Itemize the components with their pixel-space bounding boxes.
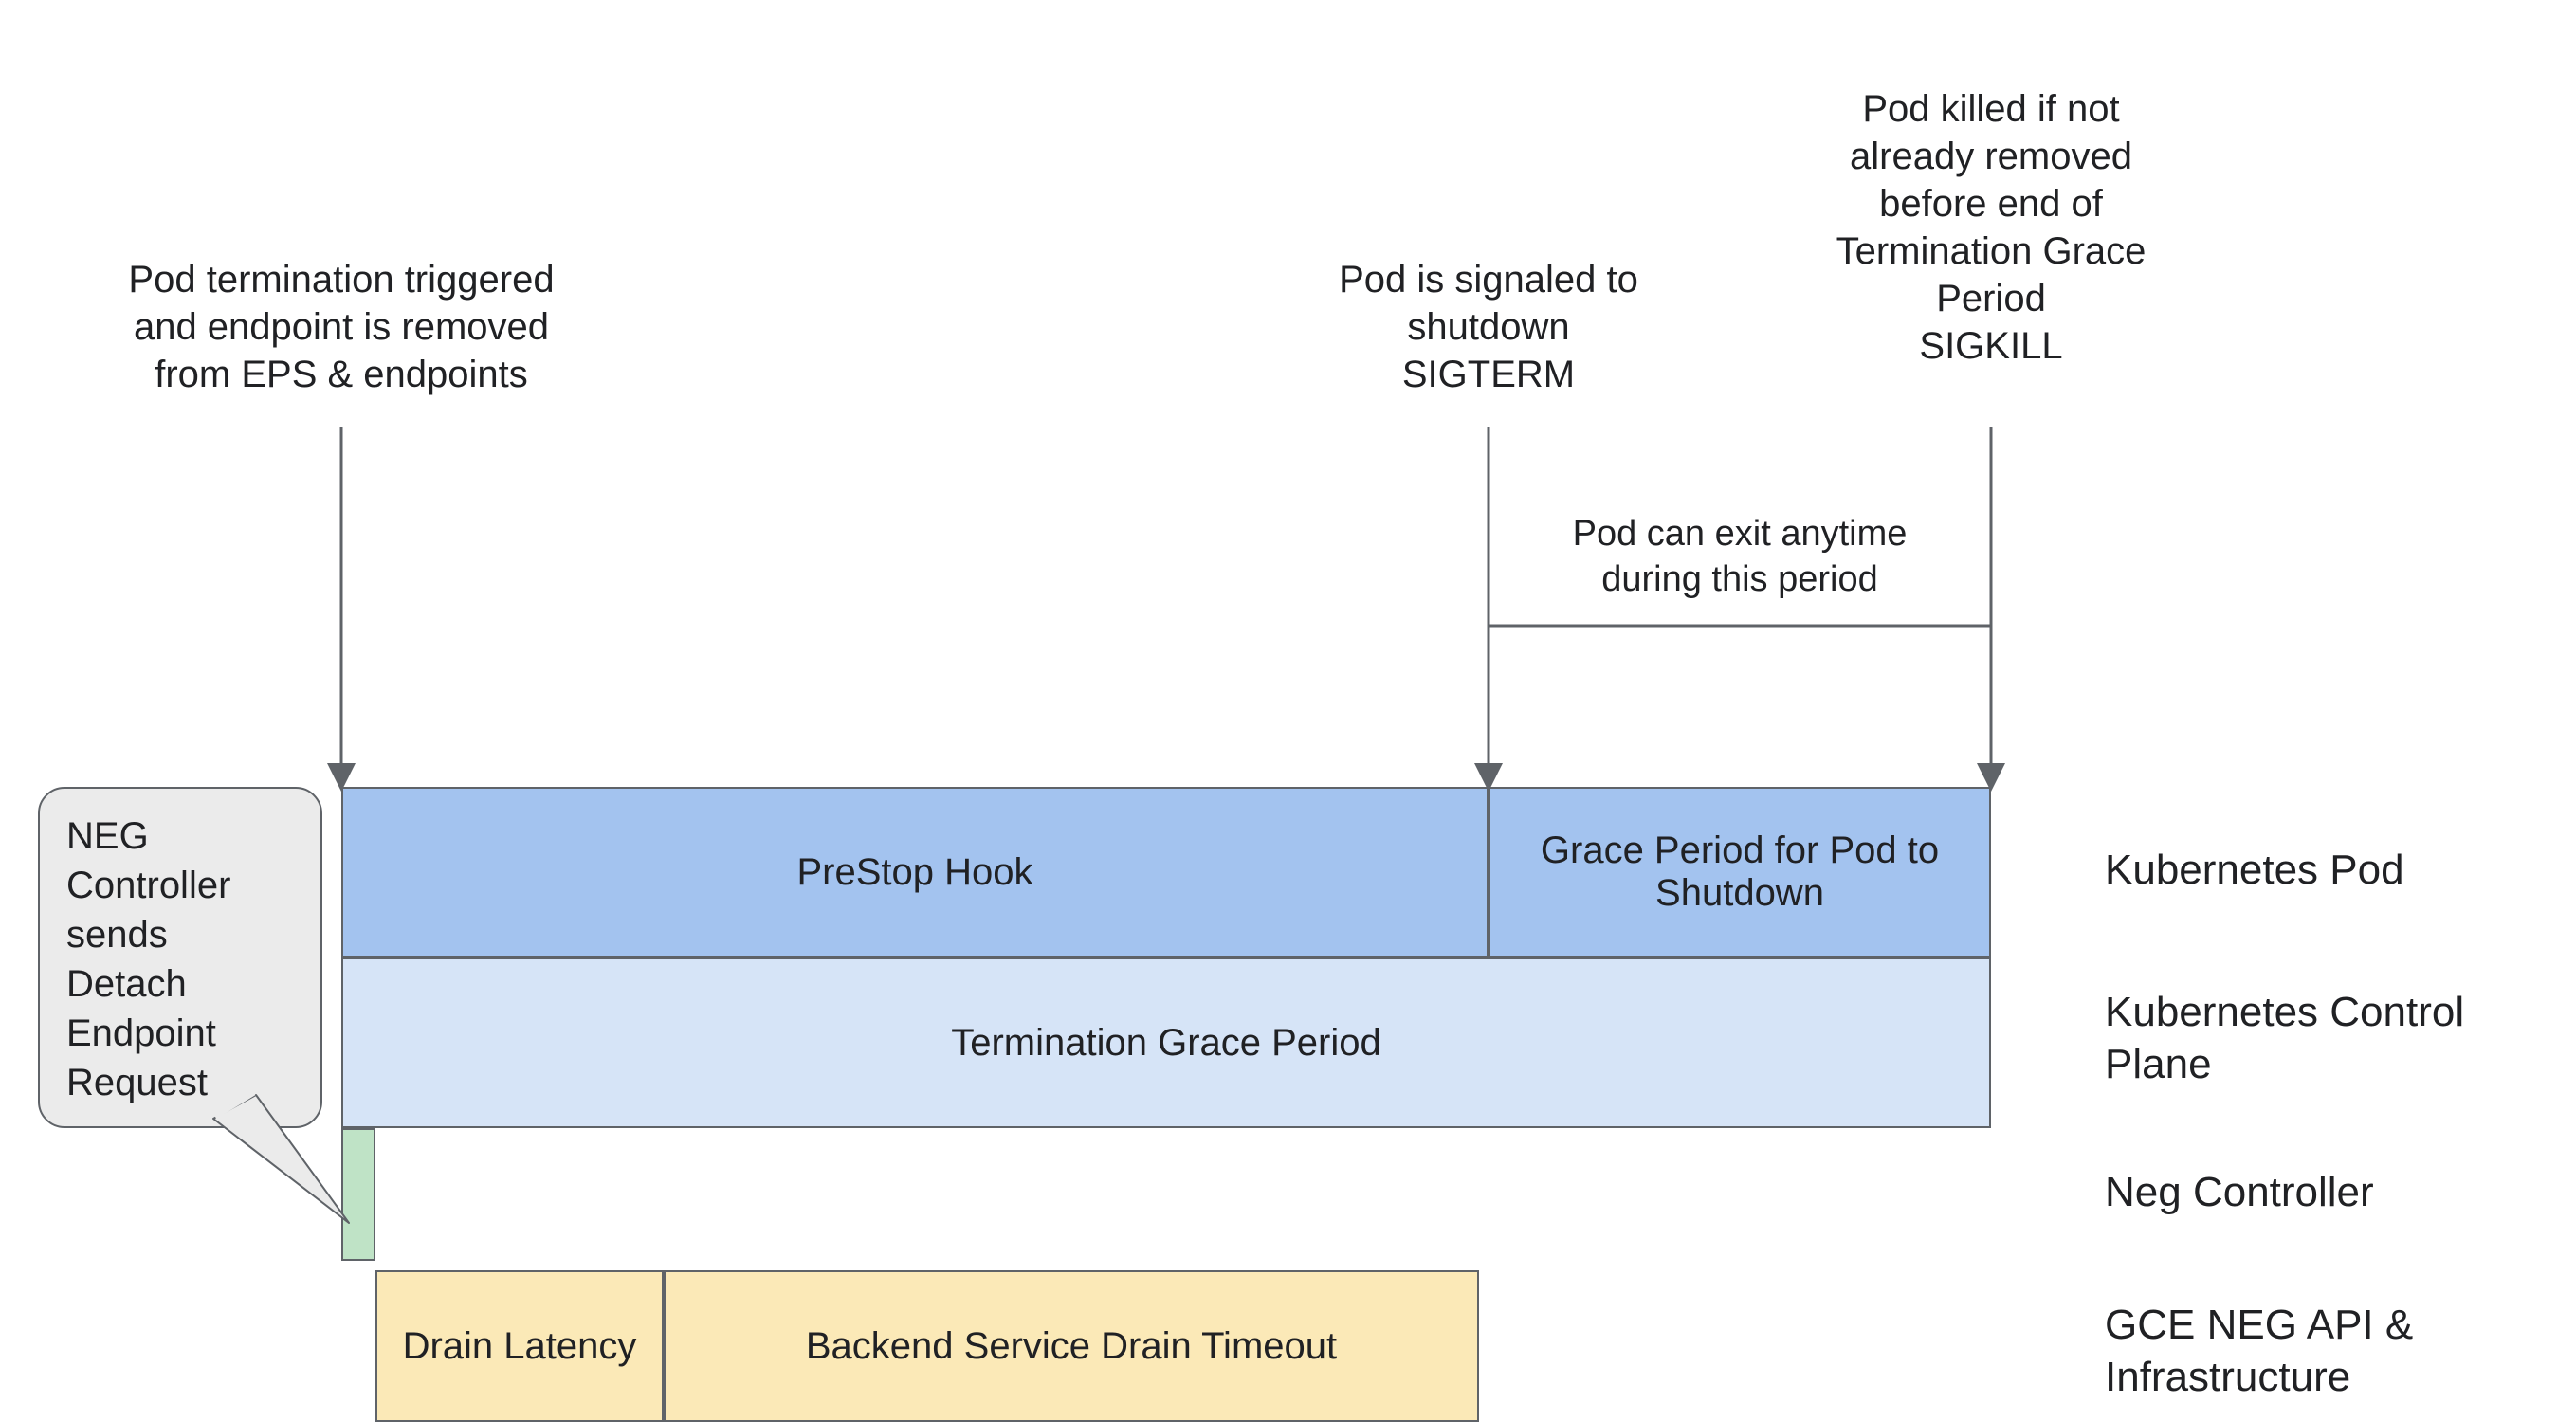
bar-backend-drain-timeout-text: Backend Service Drain Timeout <box>806 1325 1337 1368</box>
annot-sigterm: Pod is signaled to shutdown SIGTERM <box>1299 256 1678 398</box>
callout-neg-detach-request-text: NEG Controller sends Detach Endpoint Req… <box>66 811 294 1107</box>
bar-neg-detach <box>341 1128 375 1261</box>
annot-sigkill: Pod killed if not already removed before… <box>1801 85 2181 370</box>
bar-termination-grace-period-text: Termination Grace Period <box>951 1022 1381 1065</box>
bar-backend-drain-timeout: Backend Service Drain Timeout <box>664 1270 1479 1422</box>
bar-drain-latency: Drain Latency <box>375 1270 664 1422</box>
lane-label-control-plane: Kubernetes Control Plane <box>2105 986 2560 1090</box>
annot-exit-anytime: Pod can exit anytime during this period <box>1489 512 1991 602</box>
annot-termination-triggered: Pod termination triggered and endpoint i… <box>95 256 588 398</box>
bar-grace-period-shutdown-text: Grace Period for Pod to Shutdown <box>1507 830 1972 915</box>
bar-drain-latency-text: Drain Latency <box>403 1325 637 1368</box>
lane-label-gce: GCE NEG API & Infrastructure <box>2105 1299 2560 1403</box>
bar-prestop-hook-text: PreStop Hook <box>796 851 1032 894</box>
bar-grace-period-shutdown: Grace Period for Pod to Shutdown <box>1489 787 1991 957</box>
callout-neg-detach-request: NEG Controller sends Detach Endpoint Req… <box>38 787 322 1128</box>
bar-termination-grace-period: Termination Grace Period <box>341 957 1991 1128</box>
lane-label-pod: Kubernetes Pod <box>2105 844 2560 896</box>
lane-label-neg-controller: Neg Controller <box>2105 1166 2560 1218</box>
bar-prestop-hook: PreStop Hook <box>341 787 1489 957</box>
